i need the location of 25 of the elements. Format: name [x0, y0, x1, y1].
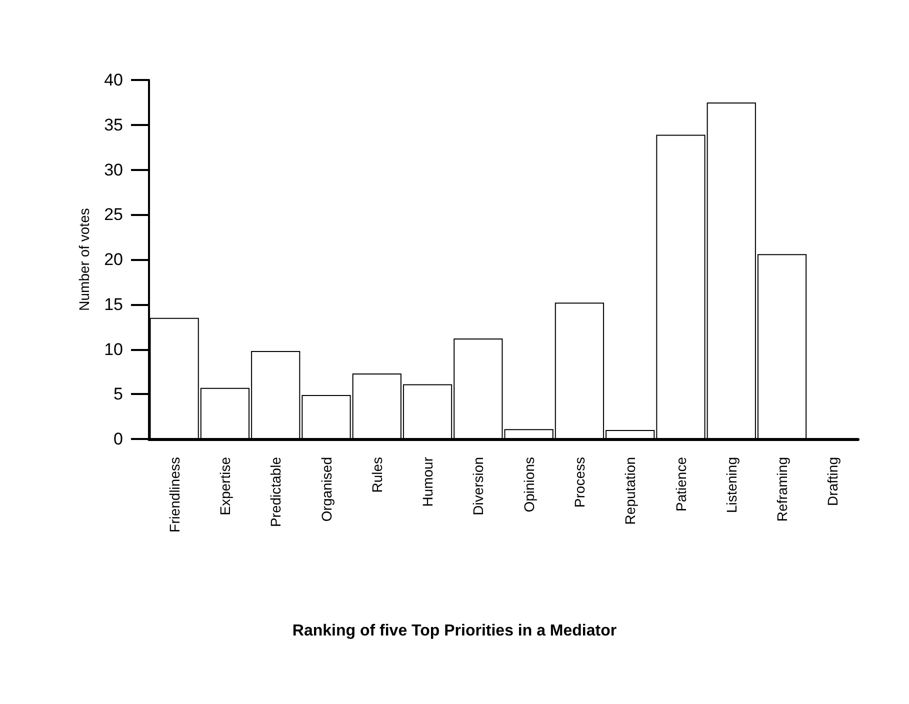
y-tick-label: 30	[104, 160, 123, 180]
x-tick-label: Expertise	[216, 456, 233, 516]
y-tick-label: 20	[104, 250, 123, 269]
x-tick-label: Drafting	[824, 457, 841, 506]
y-tick-label: 10	[104, 340, 123, 359]
text: Ranking of five Top Priorities in a Mediator	[292, 622, 617, 640]
x-tick-label: Humour	[420, 456, 436, 507]
y-tick-label: 5	[114, 384, 123, 404]
x-tick-label: Friendliness	[166, 457, 182, 532]
y-tick-label: 0	[114, 430, 123, 448]
y-tick-label: 35	[104, 115, 123, 134]
x-tick-label: Listening	[723, 457, 740, 514]
x-tick-label: Reframing	[774, 457, 790, 522]
y-tick-label: 40	[104, 70, 123, 90]
x-tick-label: Rules	[368, 457, 385, 493]
x-tick-label: Organised	[318, 457, 334, 522]
x-tick-label: Predictable	[268, 456, 284, 528]
x-tick-label: Diversion	[470, 457, 486, 516]
y-tick-label: 15	[104, 294, 123, 314]
x-tick-label: Opinions	[520, 457, 537, 512]
y-tick-label: 25	[104, 205, 123, 224]
x-tick-label: Reputation	[622, 457, 638, 525]
x-tick-label: Patience	[672, 456, 689, 512]
y-axis-title: Number of votes	[76, 208, 92, 311]
x-tick-label: Process	[571, 457, 588, 508]
